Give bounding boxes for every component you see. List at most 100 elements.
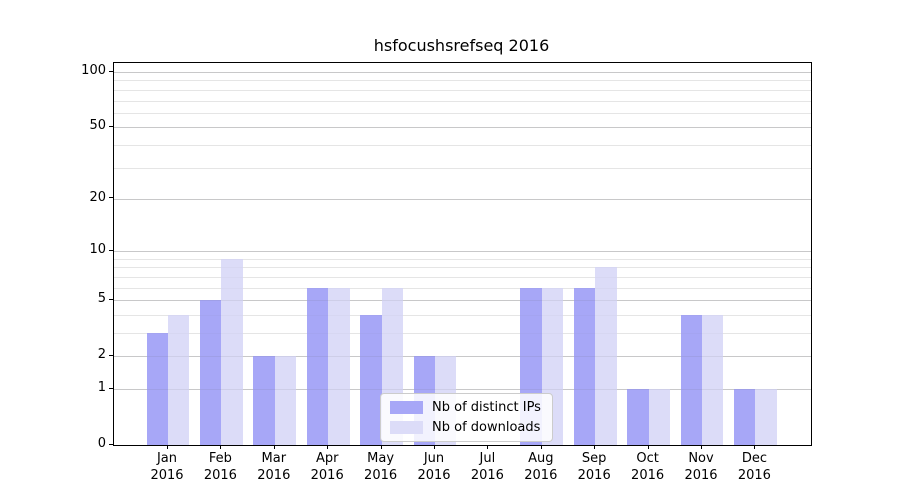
bar — [306, 287, 329, 445]
minor-gridline — [114, 80, 811, 82]
major-gridline — [114, 356, 811, 358]
minor-gridline — [114, 144, 811, 146]
bar — [146, 333, 168, 445]
major-gridline-overlay — [114, 127, 811, 129]
x-tick-label: Jan 2016 — [150, 451, 184, 483]
minor-gridline — [114, 167, 811, 169]
major-gridline — [114, 127, 811, 129]
y-tick-label: 5 — [97, 291, 106, 307]
y-tick-mark — [109, 298, 113, 300]
y-tick-mark — [109, 387, 113, 389]
minor-gridline-overlay — [114, 144, 811, 146]
bar — [360, 314, 382, 445]
bar — [328, 287, 350, 445]
minor-gridline-overlay — [114, 100, 811, 102]
major-gridline-overlay — [114, 198, 811, 200]
minor-gridline-overlay — [114, 258, 811, 260]
gridlines-layer — [114, 63, 811, 445]
bar — [627, 389, 649, 445]
x-tick-mark — [487, 445, 489, 449]
minor-gridline-overlay — [114, 80, 811, 82]
minor-gridline-overlay — [114, 333, 811, 334]
bar — [648, 389, 670, 445]
major-gridline-overlay — [114, 356, 811, 358]
plot-area: Nb of distinct IPs Nb of downloads — [113, 62, 812, 446]
minor-gridline — [114, 267, 811, 269]
x-tick-label: Oct 2016 — [631, 451, 665, 483]
x-tick-mark — [273, 445, 275, 449]
x-tick-label: Nov 2016 — [684, 451, 718, 483]
x-tick-label: Jul 2016 — [470, 451, 504, 483]
major-gridline-overlay — [114, 389, 811, 390]
bar — [274, 356, 297, 445]
minor-gridline — [114, 258, 811, 260]
x-tick-mark — [327, 445, 329, 449]
minor-gridline — [114, 287, 811, 289]
y-tick-label: 10 — [89, 242, 106, 258]
x-tick-mark — [594, 445, 596, 449]
x-tick-label: Feb 2016 — [203, 451, 237, 483]
minor-gridline-overlay — [114, 287, 811, 289]
x-tick-mark — [220, 445, 222, 449]
x-tick-label: Mar 2016 — [257, 451, 291, 483]
legend-swatch-distinct-ips — [390, 401, 423, 414]
bar — [573, 287, 596, 445]
bar — [221, 258, 243, 445]
major-gridline — [114, 198, 811, 200]
legend-label-distinct-ips: Nb of distinct IPs — [432, 400, 541, 415]
minor-gridline-overlay — [114, 276, 811, 278]
x-tick-label: Sep 2016 — [577, 451, 611, 483]
major-gridline-overlay — [114, 72, 811, 73]
minor-gridline-overlay — [114, 167, 811, 169]
legend-swatch-downloads — [390, 421, 423, 434]
minor-gridline — [114, 100, 811, 102]
minor-gridline-overlay — [114, 267, 811, 269]
legend-label-downloads: Nb of downloads — [432, 420, 541, 435]
x-tick-label: Jun 2016 — [417, 451, 451, 483]
chart-title: hsfocushsrefseq 2016 — [373, 36, 550, 55]
major-gridline — [114, 72, 811, 73]
major-gridline — [114, 251, 811, 253]
y-tick-mark — [109, 70, 113, 72]
minor-gridline-overlay — [114, 314, 811, 316]
x-tick-label: Apr 2016 — [310, 451, 344, 483]
minor-gridline — [114, 112, 811, 114]
y-tick-label: 0 — [97, 436, 106, 451]
y-tick-label: 100 — [81, 63, 106, 78]
legend-item-downloads: Nb of downloads — [390, 420, 541, 435]
bar — [253, 356, 275, 445]
x-tick-mark — [380, 445, 382, 449]
y-tick-mark — [109, 125, 113, 127]
x-tick-label: May 2016 — [364, 451, 398, 483]
minor-gridline-overlay — [114, 89, 811, 91]
legend-item-distinct-ips: Nb of distinct IPs — [390, 400, 541, 415]
y-tick-mark — [109, 443, 113, 445]
y-tick-mark — [109, 249, 113, 251]
y-tick-label: 2 — [97, 347, 106, 363]
x-tick-mark — [647, 445, 649, 449]
major-gridline-overlay — [114, 300, 811, 302]
legend: Nb of distinct IPs Nb of downloads — [380, 393, 553, 442]
minor-gridline — [114, 276, 811, 278]
bar — [200, 300, 222, 445]
major-gridline — [114, 300, 811, 302]
major-gridline — [114, 389, 811, 390]
x-tick-label: Dec 2016 — [737, 451, 771, 483]
y-tick-mark — [109, 197, 113, 199]
minor-gridline — [114, 89, 811, 91]
x-tick-mark — [754, 445, 756, 449]
bar — [168, 314, 190, 445]
minor-gridline — [114, 333, 811, 334]
gridlines-overlay-layer — [114, 63, 811, 445]
bar — [680, 314, 702, 445]
y-tick-label: 20 — [89, 189, 106, 205]
x-tick-mark — [701, 445, 702, 449]
bar — [595, 267, 617, 445]
x-tick-mark — [167, 445, 168, 449]
y-tick-mark — [109, 354, 113, 356]
x-tick-mark — [434, 445, 435, 449]
y-tick-label: 1 — [97, 380, 106, 395]
minor-gridline-overlay — [114, 112, 811, 114]
bar — [755, 389, 777, 445]
